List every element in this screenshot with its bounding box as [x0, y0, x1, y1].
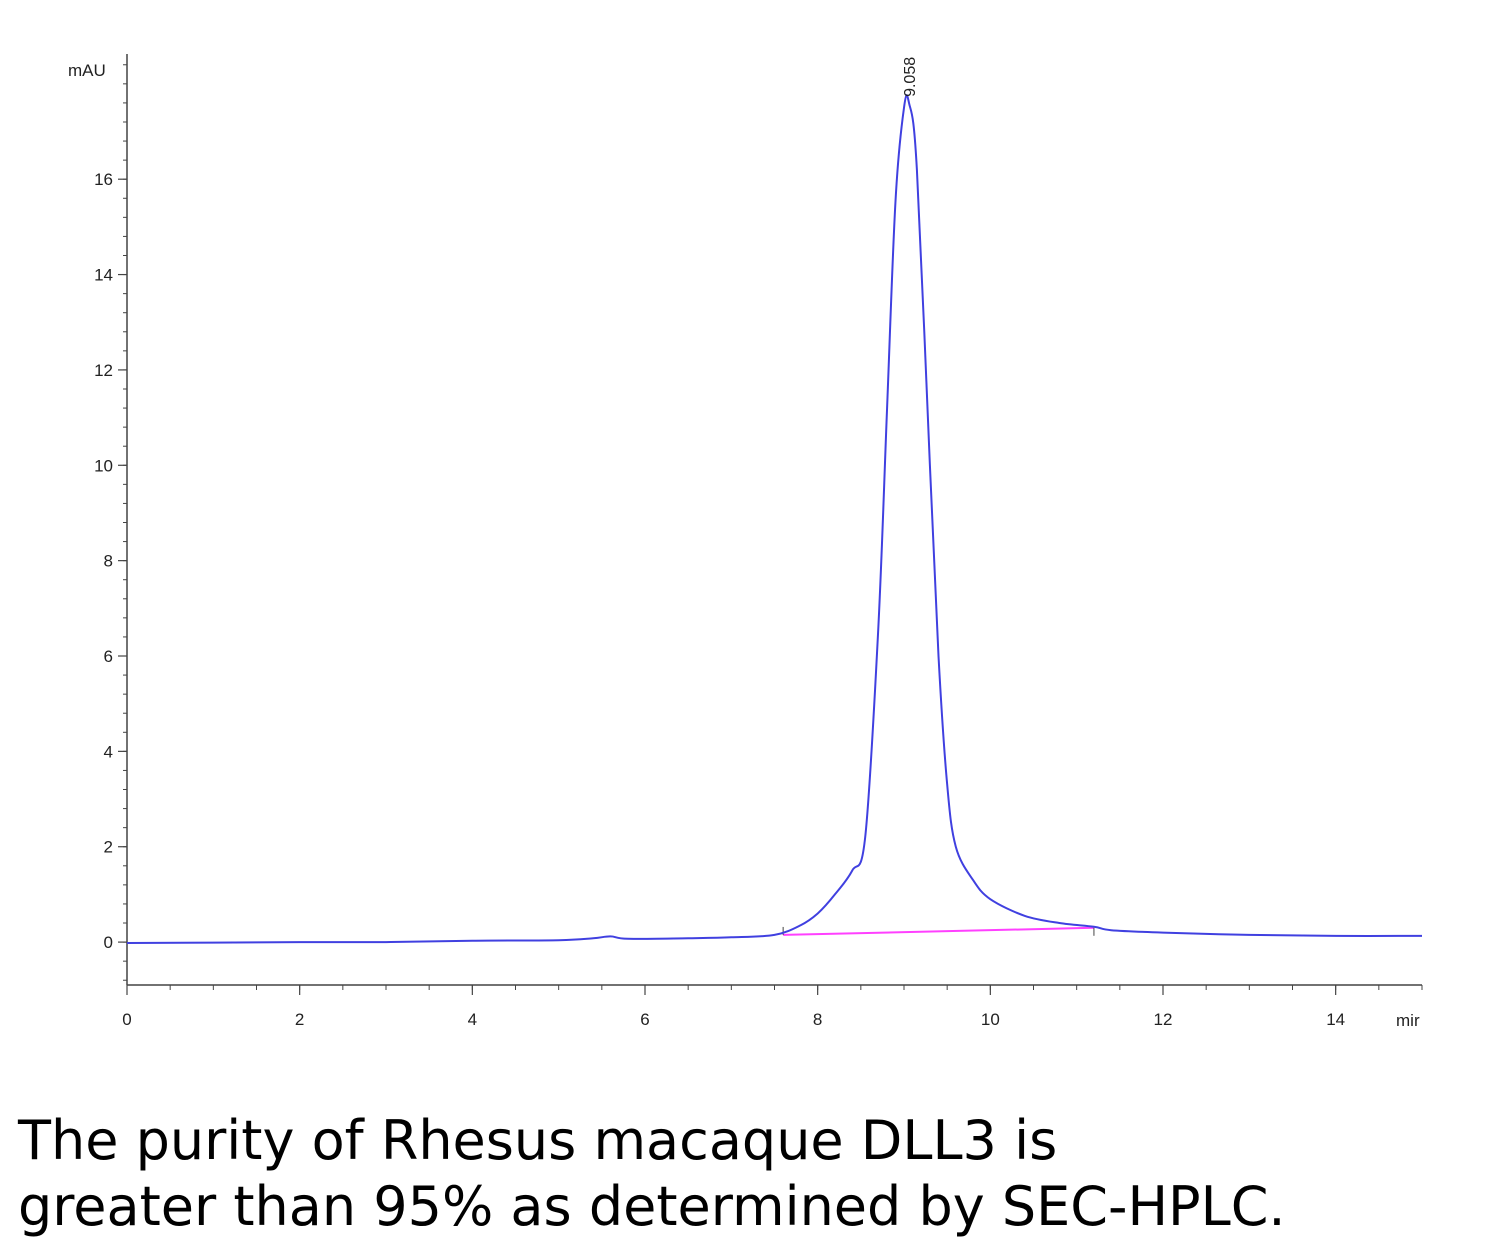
x-tick-label: 6: [640, 1010, 649, 1029]
y-tick-label: 6: [104, 647, 113, 666]
caption-line-1: The purity of Rhesus macaque DLL3 is: [18, 1109, 1058, 1172]
caption: The purity of Rhesus macaque DLL3 is gre…: [18, 1108, 1478, 1240]
x-tick-label: 12: [1154, 1010, 1173, 1029]
integration-baseline: [783, 926, 1094, 936]
y-tick-label: 10: [94, 456, 113, 475]
x-tick-label: 14: [1326, 1010, 1345, 1029]
y-axis-unit-label: mAU: [68, 61, 106, 80]
x-tick-label: 4: [468, 1010, 477, 1029]
x-tick-label: 2: [295, 1010, 304, 1029]
y-tick-label: 0: [104, 933, 113, 952]
chromatogram-chart: 0 2 4 6 8 10 12 14 16 0 2 4 6 8 10 12 14 9.058 mAU mir: [68, 54, 1423, 1030]
axes-layer: 0 2 4 6 8 10 12 14 16 0 2 4 6 8 10 12 14: [94, 54, 1423, 1029]
y-tick-label: 12: [94, 361, 113, 380]
chromatogram-trace: [126, 94, 1423, 944]
y-tick-label: 14: [94, 266, 113, 285]
x-tick-label: 8: [813, 1010, 822, 1029]
peak-retention-label: 9.058: [902, 57, 919, 97]
x-tick-label: 0: [122, 1010, 131, 1029]
y-tick-label: 8: [104, 552, 113, 571]
x-axis-unit-label: mir: [1396, 1011, 1420, 1030]
y-tick-label: 16: [94, 170, 113, 189]
caption-line-2: greater than 95% as determined by SEC-HP…: [18, 1175, 1286, 1238]
x-tick-label: 10: [981, 1010, 1000, 1029]
y-tick-label: 2: [104, 838, 113, 857]
data-layer: 9.058: [126, 57, 1423, 944]
y-tick-label: 4: [104, 742, 113, 761]
